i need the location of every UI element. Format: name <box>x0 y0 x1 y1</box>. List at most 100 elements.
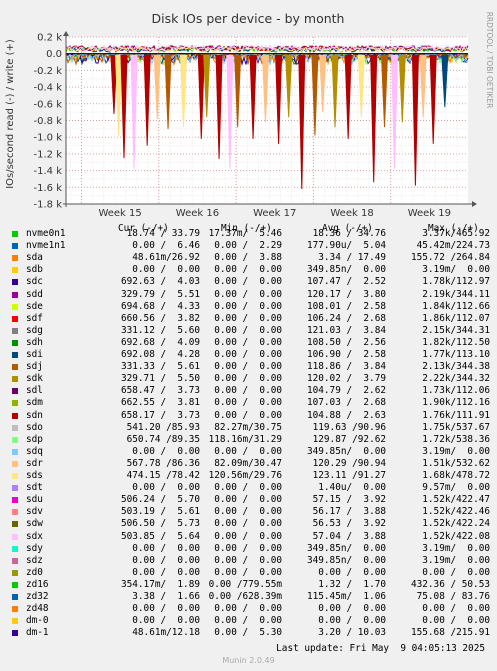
legend-cur: 0.00 / 0.00 <box>132 542 200 554</box>
legend-device-name: zd32 <box>26 591 49 602</box>
legend-max: 1.90k/112.16 <box>422 397 490 409</box>
x-tick-label: Week 17 <box>253 208 296 219</box>
x-tick-label: Week 15 <box>98 208 141 219</box>
legend-row: sdf 660.56 / 3.82 0.00 / 0.00 106.24 / 2.68… <box>12 313 492 324</box>
y-tick-label: -1.2 k <box>34 149 63 160</box>
legend-avg: 104.79 / 2.62 <box>306 385 386 397</box>
legend-cur: 3.38 / 1.66 <box>132 591 200 602</box>
legend-min: 0.00 / 0.00 <box>214 324 282 336</box>
legend-avg: 119.63 /90.96 <box>312 421 386 433</box>
read-spike <box>164 54 172 129</box>
legend-device-name: dm-1 <box>26 627 49 639</box>
legend-swatch <box>12 303 18 310</box>
legend-avg: 120.17 / 3.80 <box>306 288 386 300</box>
munin-version: Munin 2.0.49 <box>222 656 275 665</box>
legend-swatch <box>12 279 18 286</box>
legend-max: 1.82k/112.50 <box>422 336 490 348</box>
legend-device-name: sdu <box>26 494 43 506</box>
legend-min: 0.00 / 0.00 <box>214 361 282 373</box>
read-spike <box>234 54 242 128</box>
y-tick-label: -1.6 k <box>34 183 63 194</box>
legend-cur: 354.17m/ 1.89 <box>120 578 200 590</box>
legend-cur: 474.15 /78.42 <box>126 470 200 481</box>
legend-min: 82.27m/30.75 <box>214 421 282 433</box>
legend-avg: 0.00 / 0.00 <box>318 603 386 615</box>
legend-max: 1.68k/478.72 <box>422 470 490 481</box>
legend-swatch <box>12 436 18 443</box>
legend-avg: 0.00 / 0.00 <box>318 566 386 578</box>
legend-device-name: sdm <box>26 397 43 409</box>
legend-cur: 503.19 / 5.61 <box>120 506 200 518</box>
read-spike <box>331 54 339 128</box>
legend-cur: 329.71 / 5.50 <box>120 373 200 385</box>
legend-row: zd0 0.00 / 0.00 0.00 / 0.00 0.00 / 0.00 0.00… <box>12 567 492 578</box>
legend-row: sdz 0.00 / 0.00 0.00 / 0.00 349.85n/ 0.00 3.… <box>12 555 492 566</box>
legend-min: 0.00 / 0.00 <box>214 276 282 288</box>
legend-device-name: sdc <box>26 276 43 288</box>
y-tick-label: -0.4 k <box>34 83 63 94</box>
legend-avg: 107.03 / 2.68 <box>306 397 386 409</box>
legend-min: 0.00 / 0.00 <box>214 409 282 421</box>
legend-max: 2.13k/344.38 <box>422 361 490 373</box>
legend-min: 0.00 / 5.30 <box>214 627 282 639</box>
legend-avg: 57.04 / 3.88 <box>312 530 386 542</box>
legend-min: 0.00 / 0.00 <box>214 530 282 542</box>
y-tick-label: 0.2 k <box>37 33 62 44</box>
legend-avg: 123.11 /91.27 <box>312 470 386 481</box>
legend-max: 45.42m/224.73 <box>416 240 490 252</box>
legend-avg: 120.29 /90.94 <box>312 457 386 469</box>
legend-header-avg: Avg (-/+) <box>322 223 373 234</box>
legend-swatch <box>12 581 18 588</box>
legend-swatch <box>12 521 18 528</box>
legend-max: 155.72 /264.84 <box>410 252 490 264</box>
legend-min: 0.00 / 0.00 <box>214 554 282 566</box>
legend-device-name: sdx <box>26 530 43 542</box>
legend-swatch <box>12 618 18 625</box>
legend-device-name: sdr <box>26 457 43 469</box>
legend-min: 0.00 / 0.00 <box>214 615 282 627</box>
legend-cur: 692.08 / 4.28 <box>120 349 200 360</box>
legend-max: 1.86k/112.07 <box>422 312 490 324</box>
read-spike <box>298 54 306 190</box>
legend-device-name: sdt <box>26 482 43 494</box>
legend-device-name: zd48 <box>26 603 49 615</box>
x-ticks: Week 15 Week 16 Week 17 Week 18 Week 19 <box>98 208 451 219</box>
legend-min: 0.00 / 0.00 <box>214 373 282 385</box>
legend-max: 0.00 / 0.00 <box>422 603 490 615</box>
y-ticks: 0.2 k 0.0 -0.2 k -0.4 k -0.6 k -0.8 k -1.0 k -1… <box>34 33 63 211</box>
legend-swatch <box>12 606 18 613</box>
legend-swatch <box>12 473 18 479</box>
y-axis-label: IOs/second read (-) / write (+) <box>5 39 16 189</box>
read-spike <box>143 54 151 146</box>
legend-device-name: zd16 <box>26 578 49 590</box>
legend-avg: 349.85n/ 0.00 <box>306 542 386 554</box>
legend-max: 1.78k/112.97 <box>422 276 490 288</box>
legend-min: 0.00 / 0.00 <box>214 566 282 578</box>
legend-max: 432.36 / 50.53 <box>410 578 490 590</box>
legend-swatch <box>12 352 18 358</box>
legend-swatch <box>12 497 18 504</box>
legend-row: sdr 567.78 /86.36 82.09m/30.47 120.29 /90.9… <box>12 458 492 469</box>
legend-device-name: sdq <box>26 445 43 457</box>
legend-avg: 57.15 / 3.92 <box>312 494 386 506</box>
y-tick-label: -1.4 k <box>34 166 63 177</box>
legend-cur: 541.20 /85.93 <box>126 421 200 433</box>
read-spike <box>398 54 406 123</box>
legend-device-name: sdg <box>26 324 43 336</box>
legend-swatch <box>12 339 18 346</box>
legend-max: 1.73k/112.06 <box>422 385 490 397</box>
x-axis-arrow <box>472 201 477 207</box>
legend-device-name: sdo <box>26 421 43 433</box>
legend-swatch <box>12 460 18 467</box>
legend-swatch <box>12 424 18 431</box>
legend-max: 1.52k/422.24 <box>422 518 490 530</box>
read-spike <box>285 54 293 118</box>
x-tick-label: Week 19 <box>408 208 451 219</box>
legend-row: zd16 354.17m/ 1.89 0.00 /779.55m 1.32 / 1.7… <box>12 579 492 590</box>
legend-swatch <box>12 388 18 395</box>
read-spike <box>120 54 128 159</box>
legend-avg: 349.85n/ 0.00 <box>306 264 386 276</box>
read-spike <box>344 54 352 139</box>
x-tick-label: Week 16 <box>176 208 219 219</box>
read-spike <box>179 54 188 128</box>
